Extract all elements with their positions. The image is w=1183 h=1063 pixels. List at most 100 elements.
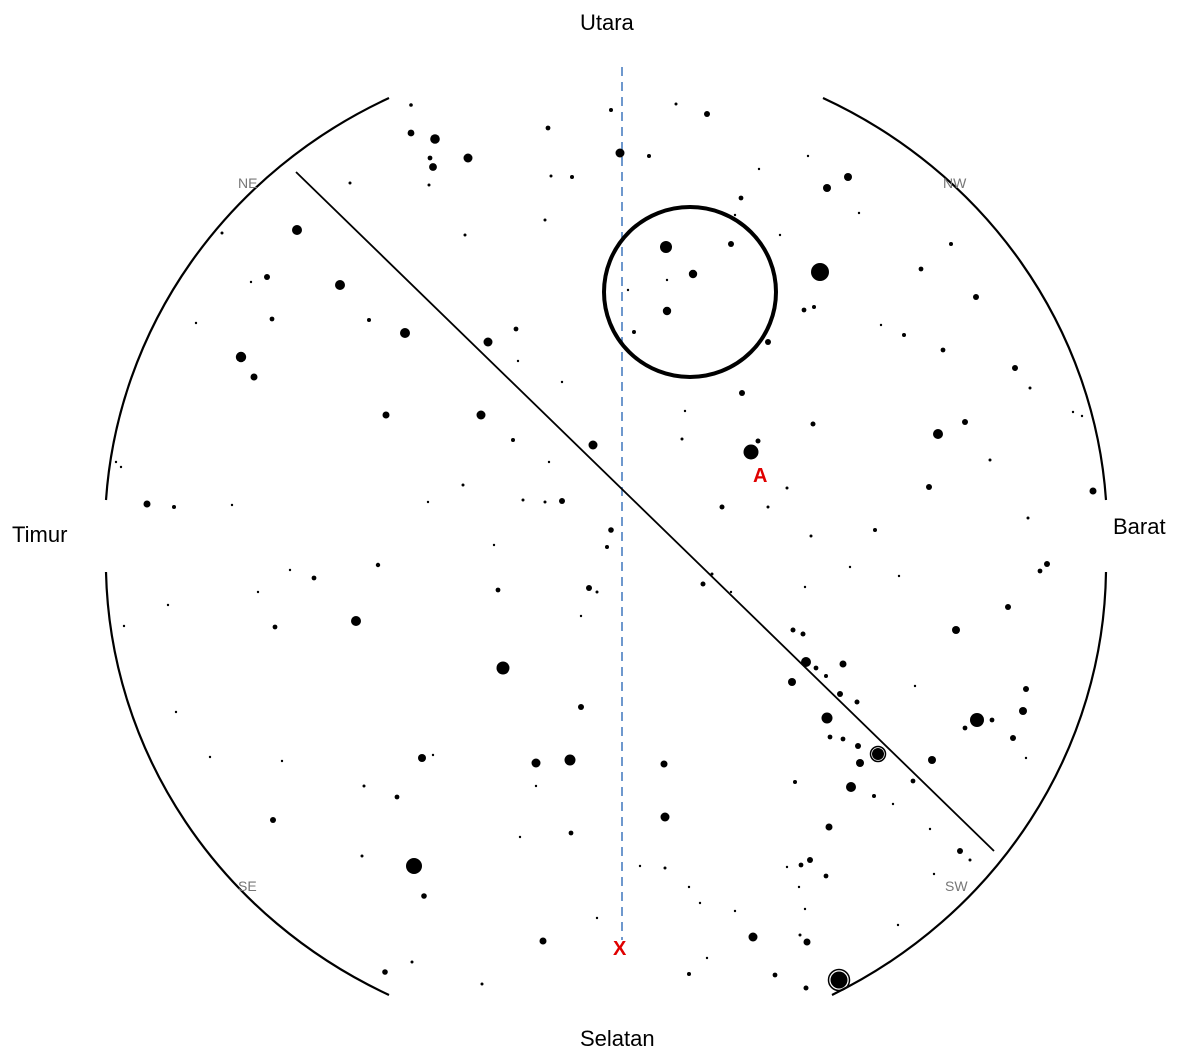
star xyxy=(825,823,833,831)
star xyxy=(970,713,984,727)
star xyxy=(407,129,415,137)
star xyxy=(879,323,883,327)
star xyxy=(288,568,292,572)
horizon-arc-nw xyxy=(822,97,1108,501)
star-ring xyxy=(869,745,887,763)
star xyxy=(824,674,828,678)
star xyxy=(564,754,576,766)
direction-west-label: Barat xyxy=(1113,514,1166,539)
diagonal-line xyxy=(295,171,995,852)
star xyxy=(798,862,804,868)
star xyxy=(855,743,861,749)
star xyxy=(559,498,565,504)
star xyxy=(586,585,592,591)
star xyxy=(748,932,758,942)
star xyxy=(872,794,876,798)
star xyxy=(812,305,816,309)
star xyxy=(733,909,737,913)
star xyxy=(426,500,430,504)
star xyxy=(803,585,807,589)
star xyxy=(595,916,599,920)
star xyxy=(933,429,943,439)
star xyxy=(687,972,691,976)
star xyxy=(430,134,440,144)
star xyxy=(813,665,819,671)
ordinal-se-label: SE xyxy=(238,878,257,894)
star xyxy=(902,333,906,337)
star xyxy=(463,153,473,163)
star xyxy=(800,631,806,637)
star xyxy=(926,484,932,490)
star xyxy=(174,710,178,714)
star xyxy=(418,754,426,762)
star xyxy=(360,854,364,858)
star xyxy=(739,390,745,396)
star xyxy=(382,411,390,419)
star xyxy=(728,241,734,247)
star xyxy=(872,748,884,760)
star xyxy=(518,835,522,839)
star xyxy=(292,225,302,235)
star xyxy=(429,163,437,171)
star xyxy=(839,660,847,668)
marker-a-label: A xyxy=(753,465,767,487)
star xyxy=(431,753,435,757)
star xyxy=(409,103,413,107)
star xyxy=(1080,414,1084,418)
star xyxy=(854,699,860,705)
star xyxy=(704,111,710,117)
marker-x-label: X xyxy=(613,938,627,960)
star xyxy=(461,483,465,487)
star xyxy=(421,893,427,899)
star xyxy=(823,184,831,192)
star xyxy=(840,736,846,742)
star xyxy=(588,440,598,450)
star xyxy=(539,937,547,945)
star xyxy=(952,626,960,634)
star xyxy=(1024,756,1028,760)
ordinal-sw-label: SW xyxy=(945,878,968,894)
star xyxy=(249,280,253,284)
star xyxy=(1023,686,1029,692)
star xyxy=(1019,707,1027,715)
star xyxy=(272,624,278,630)
star xyxy=(400,328,410,338)
star xyxy=(806,154,810,158)
star xyxy=(688,269,698,279)
star xyxy=(827,734,833,740)
star xyxy=(270,817,276,823)
star xyxy=(928,756,936,764)
star xyxy=(660,760,668,768)
star xyxy=(968,858,972,862)
star xyxy=(235,351,247,363)
star xyxy=(410,960,414,964)
star xyxy=(743,444,759,460)
star xyxy=(665,278,669,282)
star xyxy=(269,316,275,322)
star xyxy=(662,306,672,316)
star xyxy=(801,307,807,313)
star xyxy=(700,581,706,587)
star xyxy=(406,858,422,874)
star xyxy=(647,154,651,158)
star xyxy=(698,901,702,905)
star-ring xyxy=(827,968,851,992)
star xyxy=(856,759,864,767)
star xyxy=(608,527,614,533)
direction-north-label: Utara xyxy=(580,10,634,35)
star xyxy=(521,498,525,502)
star xyxy=(595,590,599,594)
star xyxy=(848,565,852,569)
star xyxy=(830,971,848,989)
star xyxy=(427,183,431,187)
star xyxy=(897,574,901,578)
star xyxy=(476,410,486,420)
star xyxy=(578,704,584,710)
star xyxy=(220,231,224,235)
star xyxy=(949,242,953,246)
star xyxy=(801,657,811,667)
star xyxy=(962,725,968,731)
star xyxy=(790,627,796,633)
ordinal-nw-label: NW xyxy=(943,175,967,191)
